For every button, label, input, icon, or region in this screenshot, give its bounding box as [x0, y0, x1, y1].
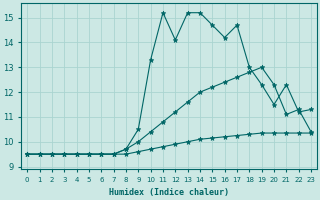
X-axis label: Humidex (Indice chaleur): Humidex (Indice chaleur): [109, 188, 229, 197]
